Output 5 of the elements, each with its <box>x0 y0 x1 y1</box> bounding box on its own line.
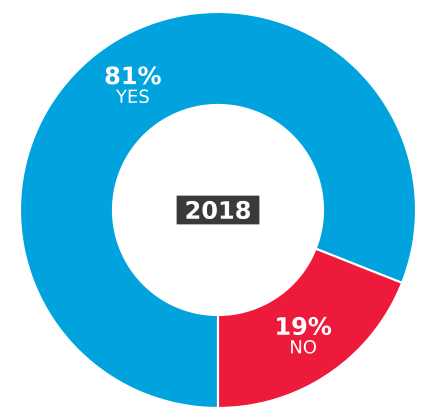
data-label: 19% <box>277 316 332 336</box>
data-label: 81% <box>106 66 161 84</box>
slice-label: YES <box>116 89 149 104</box>
text: 2018 <box>186 200 250 220</box>
slice-label: NO <box>291 340 316 354</box>
